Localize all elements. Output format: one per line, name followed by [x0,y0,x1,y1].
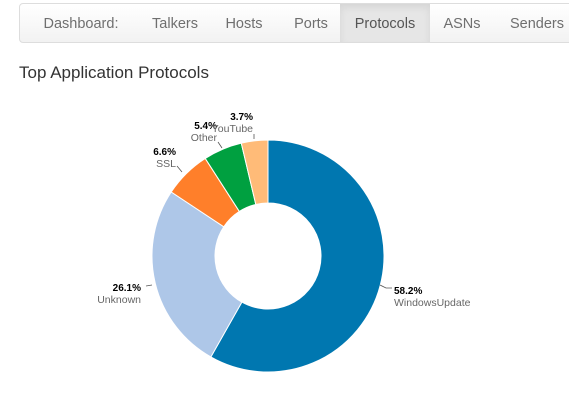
leader-line-other [217,141,223,149]
page-title: Top Application Protocols [19,63,209,82]
slice-youtube[interactable] [240,139,269,206]
nav-senders[interactable]: Senders [509,16,564,32]
nav-talkers[interactable]: Talkers [152,16,198,32]
slice-label-windowsupdate: WindowsUpdate [394,297,471,309]
nav-dashboard[interactable]: Dashboard: [43,16,119,32]
slice-windowsupdate[interactable] [210,139,385,373]
slice-percent-ssl: 6.6% [153,147,176,158]
leader-line-unknown [145,284,153,287]
slice-label-ssl: SSL [156,158,176,170]
slice-percent-youtube: 3.7% [230,112,253,123]
slice-label-other: Other [191,132,218,144]
slice-label-youtube: YouTube [212,123,253,135]
leader-line-windowsupdate [379,284,392,289]
nav-hosts[interactable]: Hosts [225,16,263,32]
dashboard-nav: Dashboard: Talkers Hosts Ports Protocols… [19,3,569,43]
slice-percent-windowsupdate: 58.2% [394,286,422,297]
slice-percent-other: 5.4% [194,121,217,132]
slice-unknown[interactable] [151,191,243,358]
slice-label-unknown: Unknown [97,294,141,306]
nav-asns[interactable]: ASNs [443,16,481,32]
leader-line-ssl [176,165,183,173]
nav-protocols[interactable]: Protocols [340,4,430,42]
nav-ports[interactable]: Ports [294,16,328,32]
slice-percent-unknown: 26.1% [113,283,141,294]
